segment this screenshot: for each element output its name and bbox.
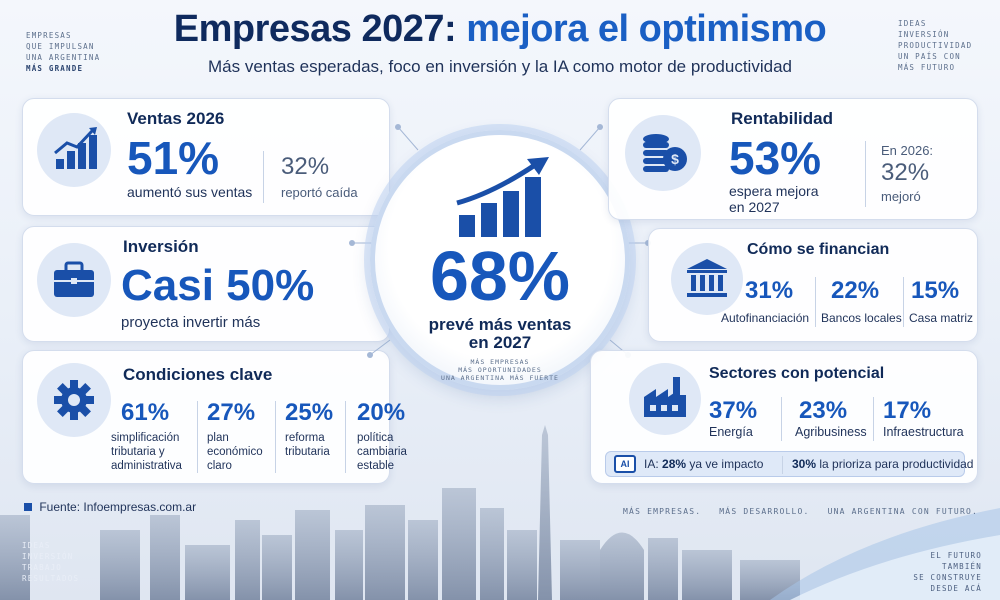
sectores-icon-bg (629, 363, 701, 435)
financian-divider (815, 277, 816, 327)
condiciones-card: Condiciones clave 61% simplificación tri… (22, 350, 407, 484)
rentabilidad-icon-bg: $ (625, 115, 701, 191)
financian-value: 15% (911, 277, 960, 304)
svg-text:$: $ (671, 151, 679, 167)
condicion-label: plan económico claro (207, 432, 263, 472)
coins-dollar-icon: $ (643, 134, 687, 172)
rentabilidad-side-label2: mejoró (881, 189, 921, 204)
rentabilidad-card: $ Rentabilidad 53% espera mejora en 2027… (608, 98, 978, 220)
footer-tagline: MÁS EMPRESAS. MÁS DESARROLLO. UNA ARGENT… (623, 507, 978, 516)
bank-icon (687, 259, 727, 297)
financian-value: 31% (745, 277, 794, 304)
condicion-label: simplificación tributaria y administrati… (111, 432, 182, 472)
sector-value: 37% (709, 397, 758, 424)
financian-icon-bg (671, 243, 743, 315)
financian-label: Autofinanciación (721, 311, 810, 325)
condicion-divider (197, 401, 198, 473)
ventas-main-value: 51% (127, 132, 220, 184)
rentabilidad-side-label1: En 2026: (881, 143, 934, 158)
source-note: Fuente: Infoempresas.com.ar (24, 500, 196, 514)
ia-divider (782, 456, 783, 474)
sectores-card: Sectores con potencial 37% Energía 23% A… (590, 350, 978, 484)
financian-title: Cómo se financian (747, 241, 890, 258)
sector-label: Agribusiness (795, 425, 867, 439)
page-subtitle: Más ventas esperadas, foco en inversión … (208, 57, 792, 76)
financian-label: Bancos locales (821, 311, 902, 325)
sector-label: Energía (709, 425, 753, 439)
condicion-divider (345, 401, 346, 473)
ventas-icon-bg (37, 113, 111, 187)
rentabilidad-title: Rentabilidad (731, 109, 834, 128)
sector-divider (873, 397, 874, 441)
ia-priority: 30% la prioriza para productividad (792, 457, 974, 471)
sector-value: 23% (799, 397, 848, 424)
city-skyline (0, 425, 1000, 600)
ventas-main-label: aumentó sus ventas (127, 184, 253, 200)
financian-card: Cómo se financian 31% Autofinanciación 2… (648, 228, 978, 342)
center-value: 68% (429, 237, 571, 315)
rentabilidad-side-value: 32% (881, 159, 930, 186)
ventas-side-label: reportó caída (281, 185, 358, 200)
ia-impact: IA: 28% ya ve impacto (644, 457, 764, 471)
condicion-value: 27% (207, 399, 256, 426)
condicion-label: reforma tributaria (285, 432, 330, 458)
sector-value: 17% (883, 397, 932, 424)
rentabilidad-main-label: espera mejora en 2027 (729, 183, 819, 215)
ventas-card: Ventas 2026 51% aumentó sus ventas 32% r… (22, 98, 390, 216)
ventas-side-value: 32% (281, 153, 330, 180)
corner-top-left: EMPRESAS QUE IMPULSAN UNA ARGENTINA MÁS … (26, 31, 101, 73)
condicion-label: política cambiaria estable (357, 432, 407, 472)
rentabilidad-divider (865, 141, 866, 207)
sectores-title: Sectores con potencial (709, 365, 885, 382)
center-circle: 68% prevé más ventas en 2027 MÁS EMPRESA… (370, 130, 630, 390)
inversion-main-value: Casi 50% (121, 261, 315, 310)
financian-divider (903, 277, 904, 327)
financian-value: 22% (831, 277, 880, 304)
ia-strip: AI IA: 28% ya ve impacto 30% la prioriza… (605, 451, 973, 477)
square-bullet-icon (24, 503, 32, 511)
condicion-divider (275, 401, 276, 473)
center-tagline: MÁS EMPRESAS MÁS OPORTUNIDADES UNA ARGEN… (441, 358, 559, 382)
gear-icon (54, 380, 94, 420)
ventas-divider (263, 151, 264, 203)
inversion-icon-bg (37, 243, 111, 317)
sector-label: Infraestructura (883, 425, 964, 439)
corner-bottom-right: EL FUTURO TAMBIÉN SE CONSTRUYE DESDE ACÁ (913, 551, 982, 593)
center-label: prevé más ventas en 2027 (428, 315, 572, 352)
condicion-value: 61% (121, 399, 170, 426)
condicion-value: 25% (285, 399, 334, 426)
briefcase-icon (54, 261, 94, 297)
inversion-title: Inversión (123, 237, 199, 256)
financian-label: Casa matriz (909, 311, 974, 325)
page-title: Empresas 2027: mejora el optimismo (173, 8, 827, 50)
rentabilidad-main-value: 53% (729, 132, 822, 184)
sector-divider (781, 397, 782, 441)
rising-bars-arrow-icon (456, 157, 549, 237)
inversion-card: Inversión Casi 50% proyecta invertir más (22, 226, 390, 342)
factory-icon (644, 377, 686, 417)
condiciones-title: Condiciones clave (123, 365, 273, 384)
condiciones-icon-bg (37, 363, 111, 437)
corner-top-right: IDEAS INVERSIÓN PRODUCTIVIDAD UN PAÍS CO… (898, 19, 973, 72)
corner-bottom-left: IDEAS INVERSIÓN TRABAJO RESULTADOS (22, 541, 80, 583)
ai-chip-icon: AI (614, 455, 636, 473)
inversion-main-label: proyecta invertir más (121, 314, 261, 331)
condicion-value: 20% (357, 399, 406, 426)
growth-chart-icon (54, 127, 97, 169)
ventas-title: Ventas 2026 (127, 109, 225, 128)
